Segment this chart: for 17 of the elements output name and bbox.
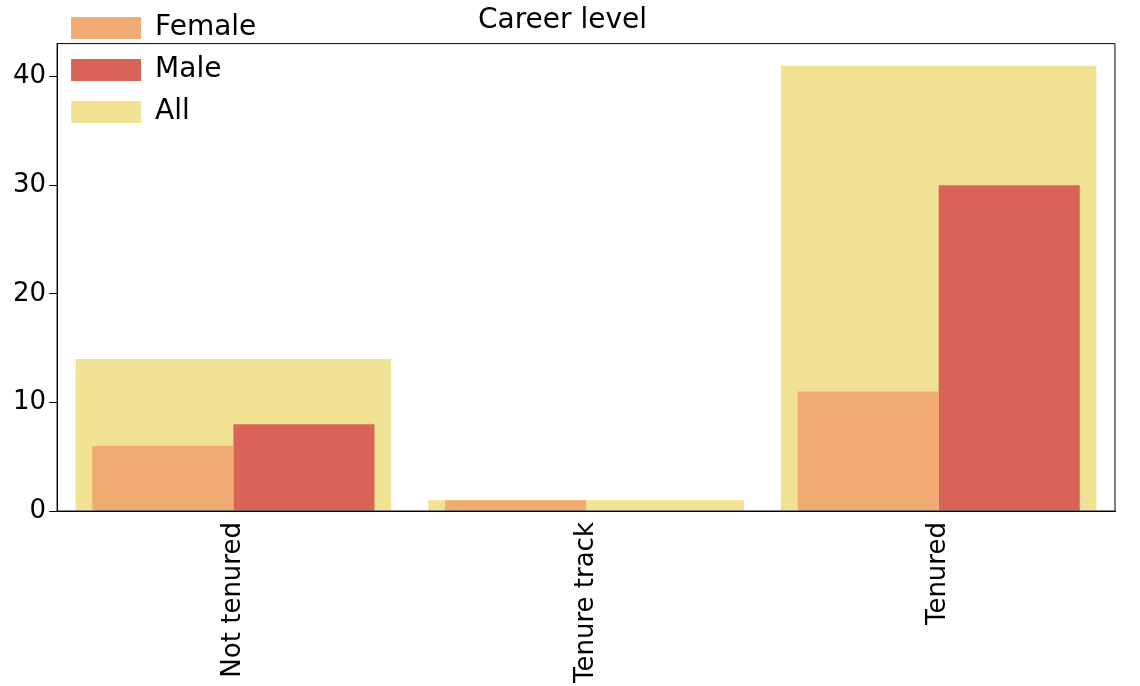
legend-label: All — [155, 93, 190, 127]
x-tick-label: Not tenured — [216, 522, 247, 678]
x-tick-label: Tenure track — [568, 522, 599, 684]
bar — [797, 391, 939, 511]
bar — [233, 424, 375, 511]
legend-label: Female — [155, 9, 257, 43]
chart-title: Career level — [477, 2, 648, 36]
y-tick-label: 40 — [12, 59, 47, 90]
x-tick-label: Tenured — [921, 522, 952, 627]
legend-label: Male — [155, 51, 222, 85]
bar — [938, 185, 1080, 511]
bar — [444, 500, 587, 511]
y-tick-label: 0 — [29, 493, 47, 524]
y-tick-label: 30 — [12, 168, 47, 199]
y-tick-label: 10 — [12, 385, 47, 416]
y-tick-label: 20 — [12, 276, 47, 307]
bar — [92, 445, 234, 511]
